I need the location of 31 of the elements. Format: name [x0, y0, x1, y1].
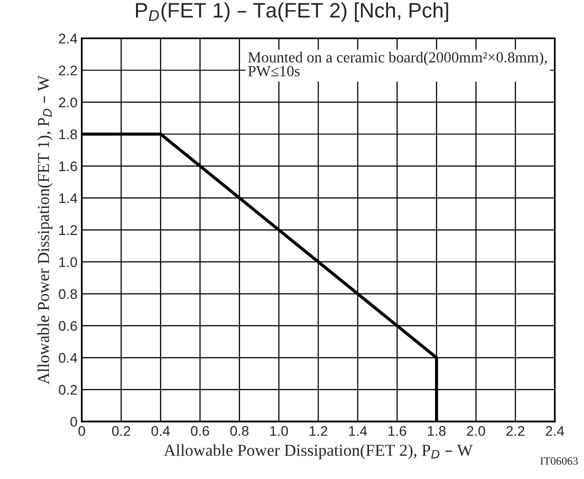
x-tick-label: 0.8: [230, 426, 248, 436]
y-tick-label: 1.6: [59, 161, 77, 172]
y-axis-title: Allowable Power Dissipation(FET 1), P$_{D}$ – W: [37, 75, 53, 384]
y-tick-label: 0: [70, 416, 78, 427]
x-tick-label: 1.0: [270, 426, 288, 436]
x-tick-label: 2.0: [467, 426, 486, 436]
x-tick-label: 0.4: [151, 426, 170, 436]
y-tick-label: 0.2: [58, 384, 77, 395]
y-tick-label: 0.8: [58, 289, 77, 299]
x-tick-label: 1.6: [388, 426, 406, 436]
x-tick-label: 0: [78, 426, 86, 436]
y-tick-label: 0.4: [58, 352, 78, 363]
y-tick-label: 2.4: [58, 34, 78, 44]
y-tick-label: 1.8: [59, 129, 77, 140]
chart-title: P$_{D}$(FET 1) – Ta(FET 2) [Nch, Pch]: [136, 2, 448, 22]
y-tick-label: 2.2: [58, 66, 77, 76]
x-tick-label: 0.6: [190, 426, 210, 436]
x-tick-label: 1.2: [310, 426, 328, 436]
annotation: Mounted on a ceramic board(2000mm²×0.8mm), PW≤10s: [248, 52, 547, 76]
text: IT06063: [540, 457, 578, 465]
y-tick-label: 1.2: [59, 225, 77, 235]
x-tick-label: 2.4: [546, 426, 564, 436]
y-tick-label: 1.0: [59, 257, 78, 268]
x-tick-label: 1.4: [349, 426, 367, 436]
y-tick-label: 2.0: [58, 98, 78, 108]
x-axis-title: Allowable Power Dissipation(FET 2), P$_{D}$ – W: [164, 444, 473, 460]
x-tick-label: 1.8: [428, 426, 446, 436]
y-tick-label: 1.4: [59, 193, 78, 204]
x-tick-label: 0.2: [112, 426, 130, 436]
x-tick-label: 2.2: [506, 426, 524, 436]
y-tick-label: 0.6: [58, 321, 77, 331]
